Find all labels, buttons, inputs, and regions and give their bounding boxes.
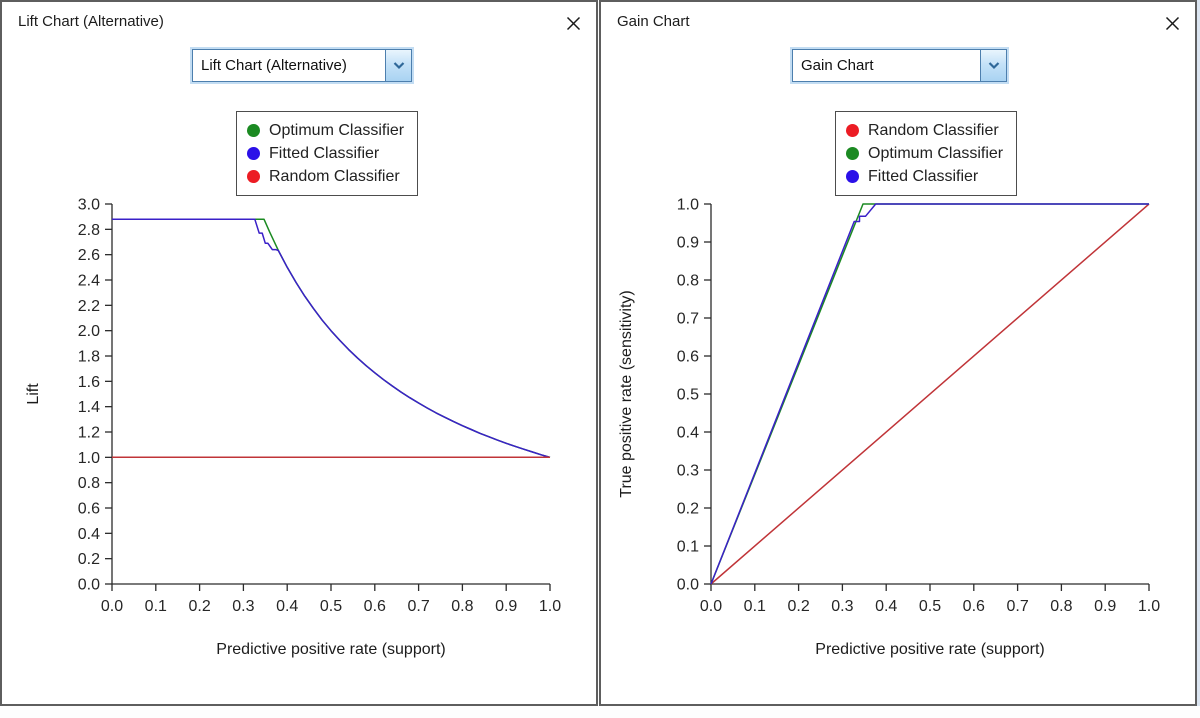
- legend-marker-icon: [247, 147, 260, 160]
- x-tick-label: 0.8: [451, 598, 473, 615]
- legend-marker-icon: [247, 124, 260, 137]
- x-tick-label: 0.5: [919, 598, 941, 615]
- y-tick-label: 1.8: [78, 349, 100, 366]
- window-title: Gain Chart: [617, 13, 690, 30]
- dropdown-arrow-button[interactable]: [385, 50, 411, 81]
- y-tick-label: 0.1: [677, 539, 699, 556]
- close-icon: [566, 16, 580, 30]
- legend-marker-icon: [846, 170, 859, 183]
- background-window-sliver: [1197, 0, 1200, 706]
- window-title: Lift Chart (Alternative): [18, 13, 164, 30]
- legend-item: Random Classifier: [247, 165, 404, 188]
- y-tick-label: 0.6: [677, 349, 699, 366]
- x-tick-label: 0.5: [320, 598, 342, 615]
- legend-item: Optimum Classifier: [247, 119, 404, 142]
- x-tick-label: 0.0: [700, 598, 722, 615]
- close-icon: [1165, 16, 1179, 30]
- x-tick-label: 0.8: [1050, 598, 1072, 615]
- y-axis-title: True positive rate (sensitivity): [618, 290, 635, 497]
- chevron-down-icon: [988, 62, 999, 70]
- y-tick-label: 1.2: [78, 425, 100, 442]
- x-tick-label: 0.3: [232, 598, 254, 615]
- y-axis-title: Lift: [25, 383, 42, 405]
- legend-item: Optimum Classifier: [846, 142, 1003, 165]
- close-button[interactable]: [564, 14, 582, 32]
- x-tick-label: 0.9: [495, 598, 517, 615]
- series-line: [112, 218, 551, 459]
- legend-marker-icon: [846, 124, 859, 137]
- x-tick-label: 0.2: [787, 598, 809, 615]
- legend-label: Fitted Classifier: [269, 144, 380, 162]
- y-tick-label: 0.6: [78, 501, 100, 518]
- x-tick-label: 0.7: [407, 598, 429, 615]
- chevron-down-icon: [393, 62, 404, 70]
- legend: Random Classifier Optimum Classifier Fitte…: [835, 111, 1018, 196]
- y-tick-label: 1.0: [677, 197, 699, 214]
- series-line: [710, 203, 1149, 585]
- lift-chart-window: 0.0 0.2 0.4 0.6 0.8 1.0 1.2 1.4 1.6 1.8 2.0 2.2 2.4 2…: [0, 0, 598, 706]
- y-tick-label: 0.7: [677, 311, 699, 328]
- legend-label: Optimum Classifier: [269, 121, 405, 139]
- y-tick-label: 0.3: [677, 463, 699, 480]
- y-tick-label: 2.4: [78, 273, 100, 290]
- x-axis-title: Predictive positive rate (support): [216, 641, 445, 658]
- x-tick-label: 0.3: [831, 598, 853, 615]
- y-tick-label: 0.0: [677, 577, 699, 594]
- x-axis-title: Predictive positive rate (support): [815, 641, 1044, 658]
- dropdown-selected-value: Lift Chart (Alternative): [201, 57, 347, 74]
- legend-item: Fitted Classifier: [846, 165, 1003, 188]
- x-tick-label: 0.4: [276, 598, 298, 615]
- y-tick-label: 0.4: [677, 425, 699, 442]
- legend-label: Random Classifier: [269, 167, 400, 185]
- close-button[interactable]: [1163, 14, 1181, 32]
- x-tick-label: 0.1: [145, 598, 167, 615]
- x-tick-label: 0.2: [188, 598, 210, 615]
- y-tick-label: 1.6: [78, 374, 100, 391]
- y-tick-label: 0.5: [677, 387, 699, 404]
- gain-chart-window: 0.0 0.1 0.2 0.3 0.4 0.5 0.6 0.7 0.8 0.9 1.0 0.0 0.1 0…: [599, 0, 1197, 706]
- legend-item: Fitted Classifier: [247, 142, 404, 165]
- series-line: [710, 203, 1150, 585]
- y-tick-label: 1.4: [78, 399, 100, 416]
- x-tick-label: 0.4: [875, 598, 897, 615]
- x-tick-label: 0.6: [963, 598, 985, 615]
- legend-label: Fitted Classifier: [868, 167, 979, 185]
- y-tick-label: 2.2: [78, 298, 100, 315]
- y-tick-label: 0.9: [677, 235, 699, 252]
- x-tick-label: 0.6: [364, 598, 386, 615]
- y-tick-label: 2.0: [78, 323, 100, 340]
- legend-marker-icon: [846, 147, 859, 160]
- chart-type-dropdown[interactable]: Gain Chart: [792, 49, 1007, 82]
- x-tick-label: 0.7: [1006, 598, 1028, 615]
- x-tick-label: 1.0: [1138, 598, 1160, 615]
- series-line: [112, 218, 551, 459]
- y-tick-label: 0.4: [78, 526, 100, 543]
- legend-label: Optimum Classifier: [868, 144, 1004, 162]
- x-tick-label: 0.0: [101, 598, 123, 615]
- y-tick-label: 2.8: [78, 222, 100, 239]
- y-tick-label: 0.8: [677, 273, 699, 290]
- legend-marker-icon: [247, 170, 260, 183]
- dropdown-selected-value: Gain Chart: [801, 57, 874, 74]
- dropdown-arrow-button[interactable]: [980, 50, 1006, 81]
- x-tick-label: 0.9: [1094, 598, 1116, 615]
- x-tick-label: 1.0: [539, 598, 561, 615]
- y-tick-label: 3.0: [78, 197, 100, 214]
- gain-chart-plot: 0.0 0.1 0.2 0.3 0.4 0.5 0.6 0.7 0.8 0.9 1.0 0.0 0.1 0…: [618, 197, 1160, 659]
- chart-type-dropdown[interactable]: Lift Chart (Alternative): [192, 49, 412, 82]
- y-tick-label: 0.2: [677, 501, 699, 518]
- y-tick-label: 1.0: [78, 450, 100, 467]
- y-tick-label: 2.6: [78, 247, 100, 264]
- legend: Optimum Classifier Fitted Classifier Rando…: [236, 111, 419, 196]
- legend-label: Random Classifier: [868, 121, 999, 139]
- legend-item: Random Classifier: [846, 119, 1003, 142]
- y-tick-label: 0.8: [78, 475, 100, 492]
- x-tick-label: 0.1: [744, 598, 766, 615]
- lift-chart-plot: 0.0 0.2 0.4 0.6 0.8 1.0 1.2 1.4 1.6 1.8 2.0 2.2 2.4 2…: [25, 197, 561, 659]
- y-tick-label: 0.0: [78, 577, 100, 594]
- y-tick-label: 0.2: [78, 551, 100, 568]
